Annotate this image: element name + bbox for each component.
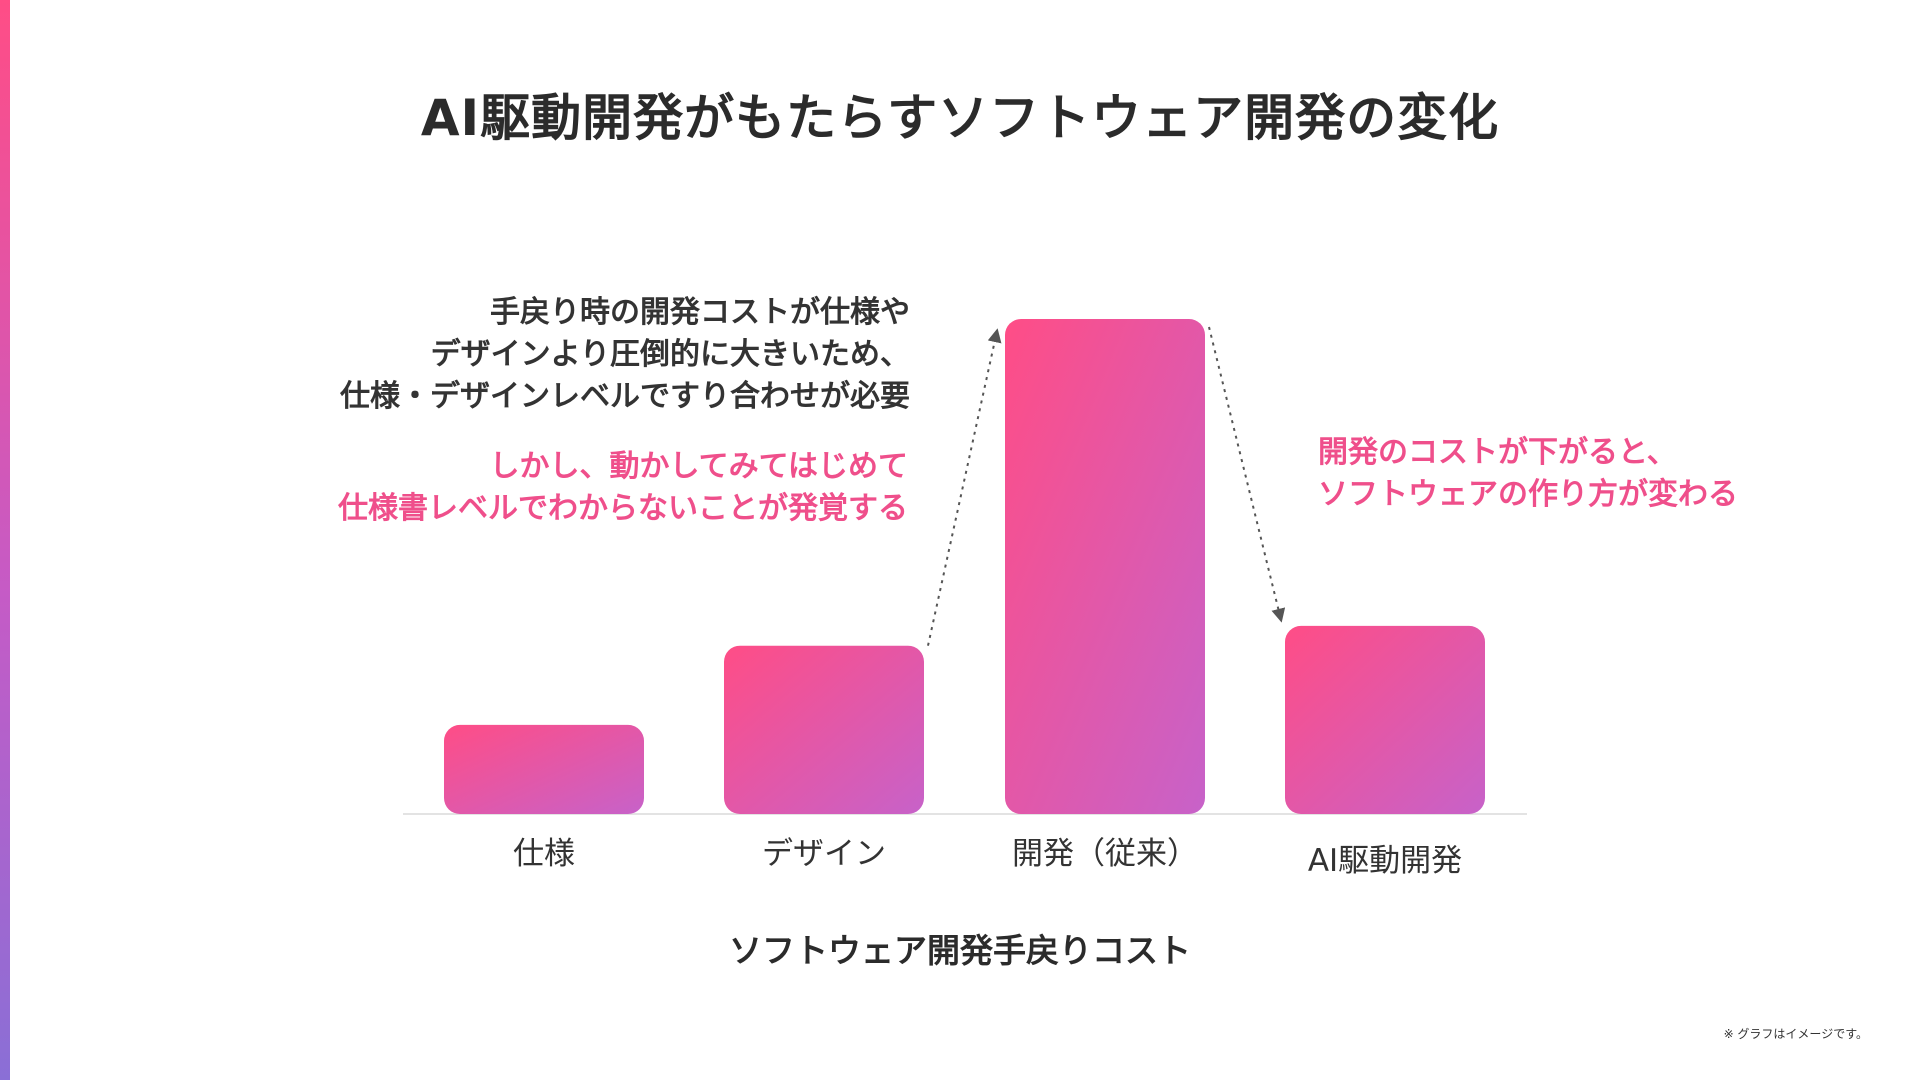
annotation-dark: 手戻り時の開発コストが仕様や デザインより圧倒的に大きいため、 仕様・デザインレ…: [340, 292, 910, 418]
annotation-dark-line: デザインより圧倒的に大きいため、: [430, 337, 910, 372]
page-title: AI駆動開発がもたらすソフトウェア開発の変化: [420, 89, 1500, 147]
annotation-pink-left-line: しかし、動かしてみてはじめて: [489, 449, 909, 484]
annotation-pink-right-line: 開発のコストが下がると、: [1318, 435, 1677, 470]
x-tick-label: デザイン: [762, 836, 886, 872]
bar: [1285, 625, 1485, 814]
bar: [1005, 319, 1205, 814]
accent-bar: [0, 0, 10, 1080]
dotted-arrow: [927, 328, 1002, 646]
x-axis-title: ソフトウェア開発手戻りコスト: [729, 931, 1191, 970]
bar: [444, 724, 644, 814]
annotation-dark-line: 仕様・デザインレベルですり合わせが必要: [340, 379, 910, 414]
footnote: ※ グラフはイメージです。: [1723, 1027, 1868, 1041]
dotted-arrow: [1208, 326, 1286, 623]
x-tick-label: 開発（従来）: [1012, 836, 1198, 872]
x-tick-label: AI駆動開発: [1308, 843, 1462, 879]
annotation-pink-right: 開発のコストが下がると、 ソフトウェアの作り方が変わる: [1318, 432, 1738, 516]
annotation-dark-line: 手戻り時の開発コストが仕様や: [490, 295, 910, 330]
bar: [724, 645, 924, 814]
x-tick-label: 仕様: [513, 836, 575, 872]
annotation-pink-left-line: 仕様書レベルでわからないことが発覚する: [338, 491, 908, 526]
annotation-pink-left: しかし、動かしてみてはじめて 仕様書レベルでわからないことが発覚する: [338, 446, 908, 530]
annotation-pink-right-line: ソフトウェアの作り方が変わる: [1318, 477, 1738, 512]
